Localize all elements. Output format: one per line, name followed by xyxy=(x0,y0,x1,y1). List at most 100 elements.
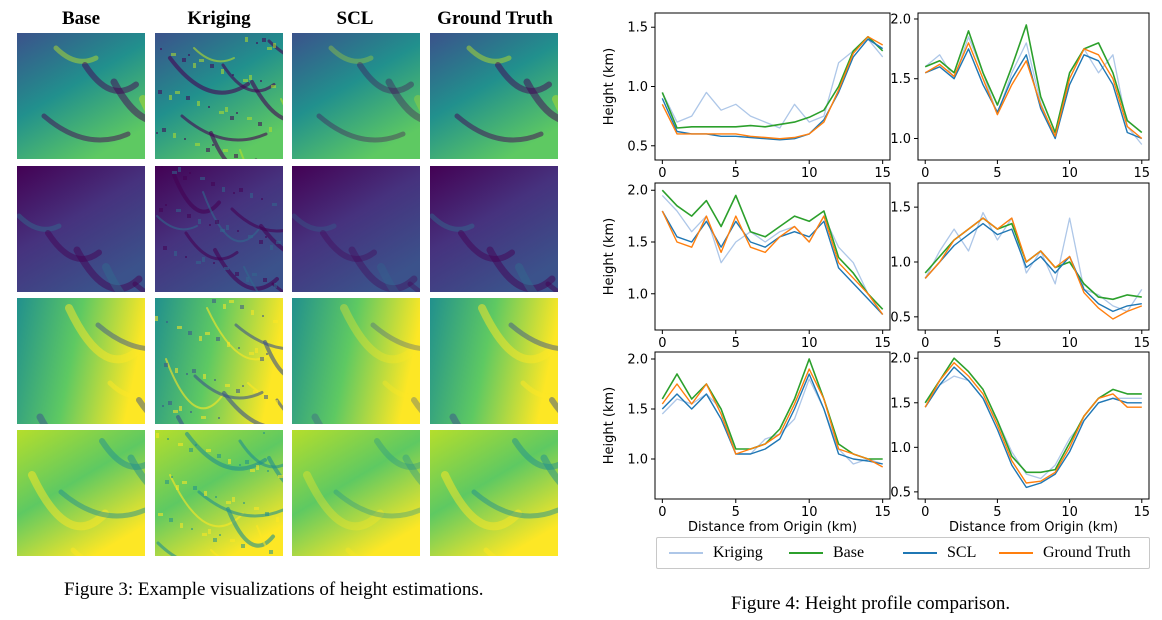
y-tick-label: 1.5 xyxy=(890,201,911,216)
x-axis-label: Distance from Origin (km) xyxy=(949,520,1118,535)
x-axis-label: Distance from Origin (km) xyxy=(688,520,857,535)
heightmap-kriging-row-1 xyxy=(155,33,283,159)
y-tick-label: 2.0 xyxy=(890,12,911,27)
x-tick-label: 15 xyxy=(874,505,891,520)
figure-3: Base Kriging SCL Ground Truth Figure 3: … xyxy=(0,0,580,620)
height-profile-plots: 0 5 10 15 0.5 1.0 1.5 Height (km) 0 5 10 15 1.0 1.5 2.… xyxy=(602,12,1151,535)
x-tick-label: 15 xyxy=(1134,505,1151,520)
heightmap-base-row-3 xyxy=(17,298,145,424)
legend-swatch-ground-truth xyxy=(999,552,1033,554)
x-tick-label: 15 xyxy=(1134,336,1151,351)
series-line-base xyxy=(661,358,883,460)
x-tick-label: 10 xyxy=(801,166,818,181)
y-tick-label: 1.5 xyxy=(627,403,648,418)
y-tick-label: 1.5 xyxy=(627,236,648,251)
column-heading-base: Base xyxy=(62,8,100,29)
x-tick-label: 5 xyxy=(993,336,1001,351)
x-tick-label: 0 xyxy=(658,336,666,351)
heightmap-scl-row-2 xyxy=(292,166,420,292)
x-tick-label: 5 xyxy=(732,505,740,520)
profile-plot-6: 0 5 10 15 0.5 1.0 1.5 2.0 Distance from Origin (… xyxy=(890,351,1151,535)
x-tick-label: 10 xyxy=(1061,336,1078,351)
legend-item-scl: SCL xyxy=(903,538,976,568)
heightmap-scl-row-1 xyxy=(292,33,420,159)
heightmap-kriging-row-3 xyxy=(155,298,283,424)
y-tick-label: 1.5 xyxy=(627,21,648,36)
y-tick-label: 1.0 xyxy=(627,287,648,302)
column-heading-scl: SCL xyxy=(336,8,374,29)
legend-swatch-base xyxy=(789,552,823,554)
profile-plot-2: 0 5 10 15 1.0 1.5 2.0 xyxy=(890,12,1150,181)
y-tick-label: 1.0 xyxy=(890,132,911,147)
x-tick-label: 0 xyxy=(921,166,929,181)
legend: Kriging Base SCL Ground Truth xyxy=(656,537,1150,569)
x-tick-label: 5 xyxy=(993,166,1001,181)
series-line-scl xyxy=(661,210,884,315)
profile-plot-3: 0 5 10 15 1.0 1.5 2.0 Height (km) xyxy=(602,182,891,351)
heightmap-scl-row-3 xyxy=(292,298,420,424)
y-axis-label: Height (km) xyxy=(602,218,617,295)
profile-plot-4: 0 5 10 15 0.5 1.0 1.5 xyxy=(890,182,1151,351)
x-tick-label: 5 xyxy=(732,336,740,351)
heightmap-ground-truth-row-2 xyxy=(430,166,558,292)
y-tick-label: 1.0 xyxy=(627,80,648,95)
legend-item-ground-truth: Ground Truth xyxy=(999,538,1131,568)
legend-item-base: Base xyxy=(789,538,864,568)
legend-label-ground-truth: Ground Truth xyxy=(1043,544,1131,561)
series-line-base xyxy=(661,189,884,310)
x-tick-label: 5 xyxy=(732,166,740,181)
x-tick-label: 0 xyxy=(921,505,929,520)
series-line-ground-truth xyxy=(661,210,884,315)
figure-4: 0 5 10 15 0.5 1.0 1.5 Height (km) 0 5 10 15 1.0 1.5 2.… xyxy=(596,0,1162,620)
series-line-base xyxy=(661,35,884,129)
profile-plot-5: 0 5 10 15 1.0 1.5 2.0 Height (km) Distance from … xyxy=(602,351,891,535)
x-tick-label: 0 xyxy=(658,505,666,520)
series-line-scl xyxy=(661,373,883,465)
legend-item-kriging: Kriging xyxy=(669,538,763,568)
x-tick-label: 10 xyxy=(1061,166,1078,181)
series-line-scl xyxy=(924,222,1142,313)
legend-label-kriging: Kriging xyxy=(713,544,763,561)
x-tick-label: 0 xyxy=(658,166,666,181)
y-tick-label: 1.0 xyxy=(890,441,911,456)
y-tick-label: 1.5 xyxy=(890,396,911,411)
heightmap-ground-truth-row-1 xyxy=(430,33,558,159)
series-line-ground-truth xyxy=(661,36,884,140)
plot-frame xyxy=(654,351,891,500)
heightmap-scl-row-4 xyxy=(292,430,420,556)
series-line-base xyxy=(924,217,1142,301)
x-tick-label: 15 xyxy=(874,166,891,181)
legend-swatch-scl xyxy=(903,552,937,554)
x-tick-label: 10 xyxy=(1061,505,1078,520)
series-line-ground-truth xyxy=(924,42,1143,140)
heightmap-base-row-4 xyxy=(17,430,145,556)
y-tick-label: 2.0 xyxy=(890,352,911,367)
y-axis-label: Height (km) xyxy=(602,387,617,464)
heightmap-base-row-2 xyxy=(17,166,145,292)
series-line-kriging xyxy=(661,194,884,315)
series-line-scl xyxy=(924,366,1142,489)
legend-label-scl: SCL xyxy=(947,544,977,561)
heightmap-kriging-row-2 xyxy=(155,166,283,292)
y-tick-label: 1.5 xyxy=(890,72,911,87)
column-heading-ground-truth: Ground Truth xyxy=(437,8,553,29)
series-line-ground-truth xyxy=(661,368,884,468)
figure-3-caption: Figure 3: Example visualizations of heig… xyxy=(64,579,484,600)
y-tick-label: 1.0 xyxy=(627,453,648,468)
y-tick-label: 0.5 xyxy=(890,310,911,325)
x-tick-label: 10 xyxy=(801,505,818,520)
heightmap-ground-truth-row-4 xyxy=(430,430,558,556)
plot-frame xyxy=(917,182,1150,331)
y-tick-label: 1.0 xyxy=(890,255,911,270)
figure-4-caption: Figure 4: Height profile comparison. xyxy=(731,593,1011,614)
series-line-ground-truth xyxy=(924,362,1142,484)
heightmap-kriging-row-4 xyxy=(155,430,283,556)
series-line-kriging xyxy=(661,38,884,129)
legend-label-base: Base xyxy=(833,544,865,561)
series-line-ground-truth xyxy=(924,217,1143,320)
y-axis-label: Height (km) xyxy=(602,48,617,125)
y-tick-label: 0.5 xyxy=(890,485,911,500)
x-tick-label: 0 xyxy=(921,336,929,351)
plot-frame xyxy=(654,182,891,331)
series-line-base xyxy=(924,24,1143,134)
